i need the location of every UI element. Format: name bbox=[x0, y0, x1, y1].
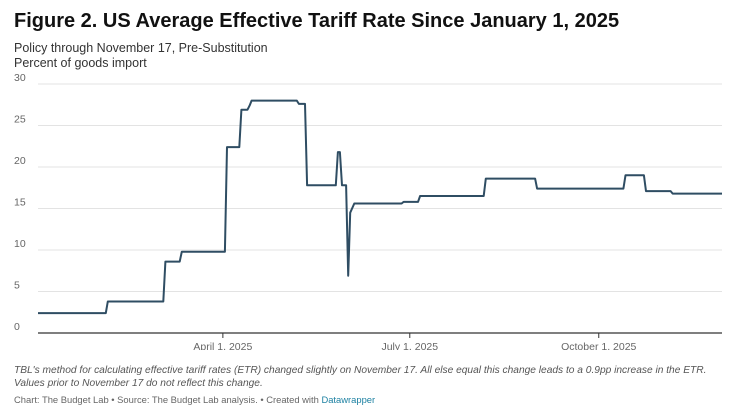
gridlines bbox=[38, 83, 722, 334]
datawrapper-link[interactable]: Datawrapper bbox=[321, 394, 376, 405]
credit-text: Chart: The Budget Lab • Source: The Budg… bbox=[14, 394, 322, 405]
y-tick-label: 5 bbox=[14, 280, 20, 292]
tariff-rate-line bbox=[38, 99, 722, 315]
x-tick-label: July 1, 2025 bbox=[381, 341, 438, 350]
y-tick-label: 20 bbox=[14, 155, 26, 167]
y-tick-label: 15 bbox=[14, 197, 26, 209]
chart-credit: Chart: The Budget Lab • Source: The Budg… bbox=[14, 394, 375, 405]
x-tick-label: October 1, 2025 bbox=[561, 341, 636, 350]
chart-notes: TBL's method for calculating effective t… bbox=[14, 365, 707, 389]
x-tick-label: April 1, 2025 bbox=[193, 341, 252, 350]
y-tick-label: 10 bbox=[14, 238, 26, 250]
chart-title: Figure 2. US Average Effective Tariff Ra… bbox=[14, 10, 620, 32]
subtitle-policy: Policy through November 17, Pre-Substitu… bbox=[14, 41, 268, 55]
x-axis-ticks: April 1, 2025 July 1, 2025 October 1, 2025 bbox=[193, 333, 637, 350]
y-tick-label: 0 bbox=[14, 321, 20, 333]
y-axis-ticks: 0 5 10 15 20 25 30 bbox=[14, 72, 26, 333]
line-chart: 0 5 10 15 20 25 30 April 1, 2025 July 1, 2025 Oc… bbox=[14, 72, 722, 350]
y-tick-label: 30 bbox=[14, 72, 26, 84]
subtitle-units: Percent of goods import bbox=[14, 56, 147, 70]
chart-subtitle: Policy through November 17, Pre-Substitu… bbox=[14, 41, 268, 71]
y-tick-label: 25 bbox=[14, 114, 26, 126]
